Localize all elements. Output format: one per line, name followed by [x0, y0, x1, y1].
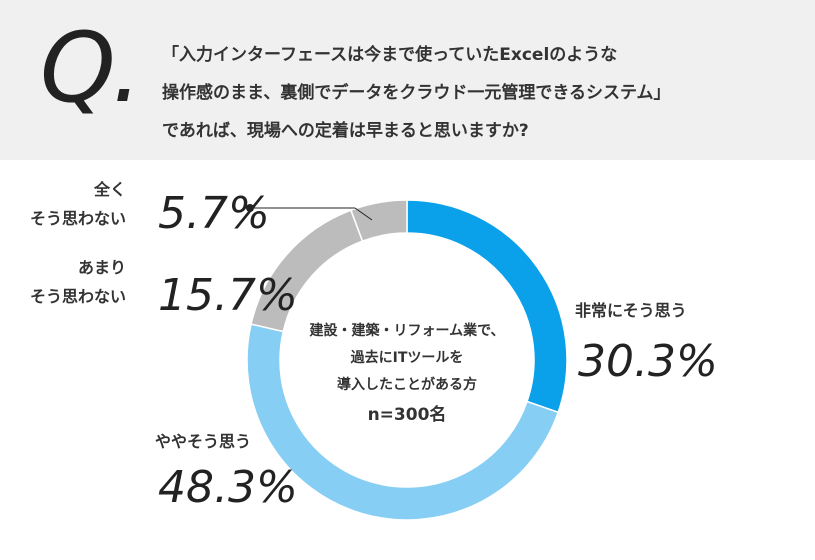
sample-size: n=300名	[367, 405, 447, 425]
donut-segment	[246, 323, 560, 521]
question-band	[0, 0, 815, 160]
category-label: 全く そう思わない	[30, 180, 127, 228]
value-label: 5.7%	[158, 188, 270, 239]
value-label: 15.7%	[158, 270, 298, 321]
category-label: ややそう思う	[155, 432, 252, 451]
question-text: 「入力インターフェースは今まで使っていたExcelのような 操作感のまま、裏側で…	[162, 45, 671, 141]
value-label: 30.3%	[578, 336, 718, 387]
leader-line	[354, 207, 373, 221]
leader-dot	[246, 204, 254, 212]
donut-segment	[349, 199, 408, 243]
value-label: 48.3%	[158, 462, 298, 513]
question-mark: Q.	[40, 12, 142, 124]
center-text: 建設・建築・リフォーム業で、 過去にITツールを 導入したことがある方	[309, 323, 505, 393]
category-label: あまり そう思わない	[30, 258, 127, 306]
category-label: 非常にそう思う	[575, 301, 687, 320]
